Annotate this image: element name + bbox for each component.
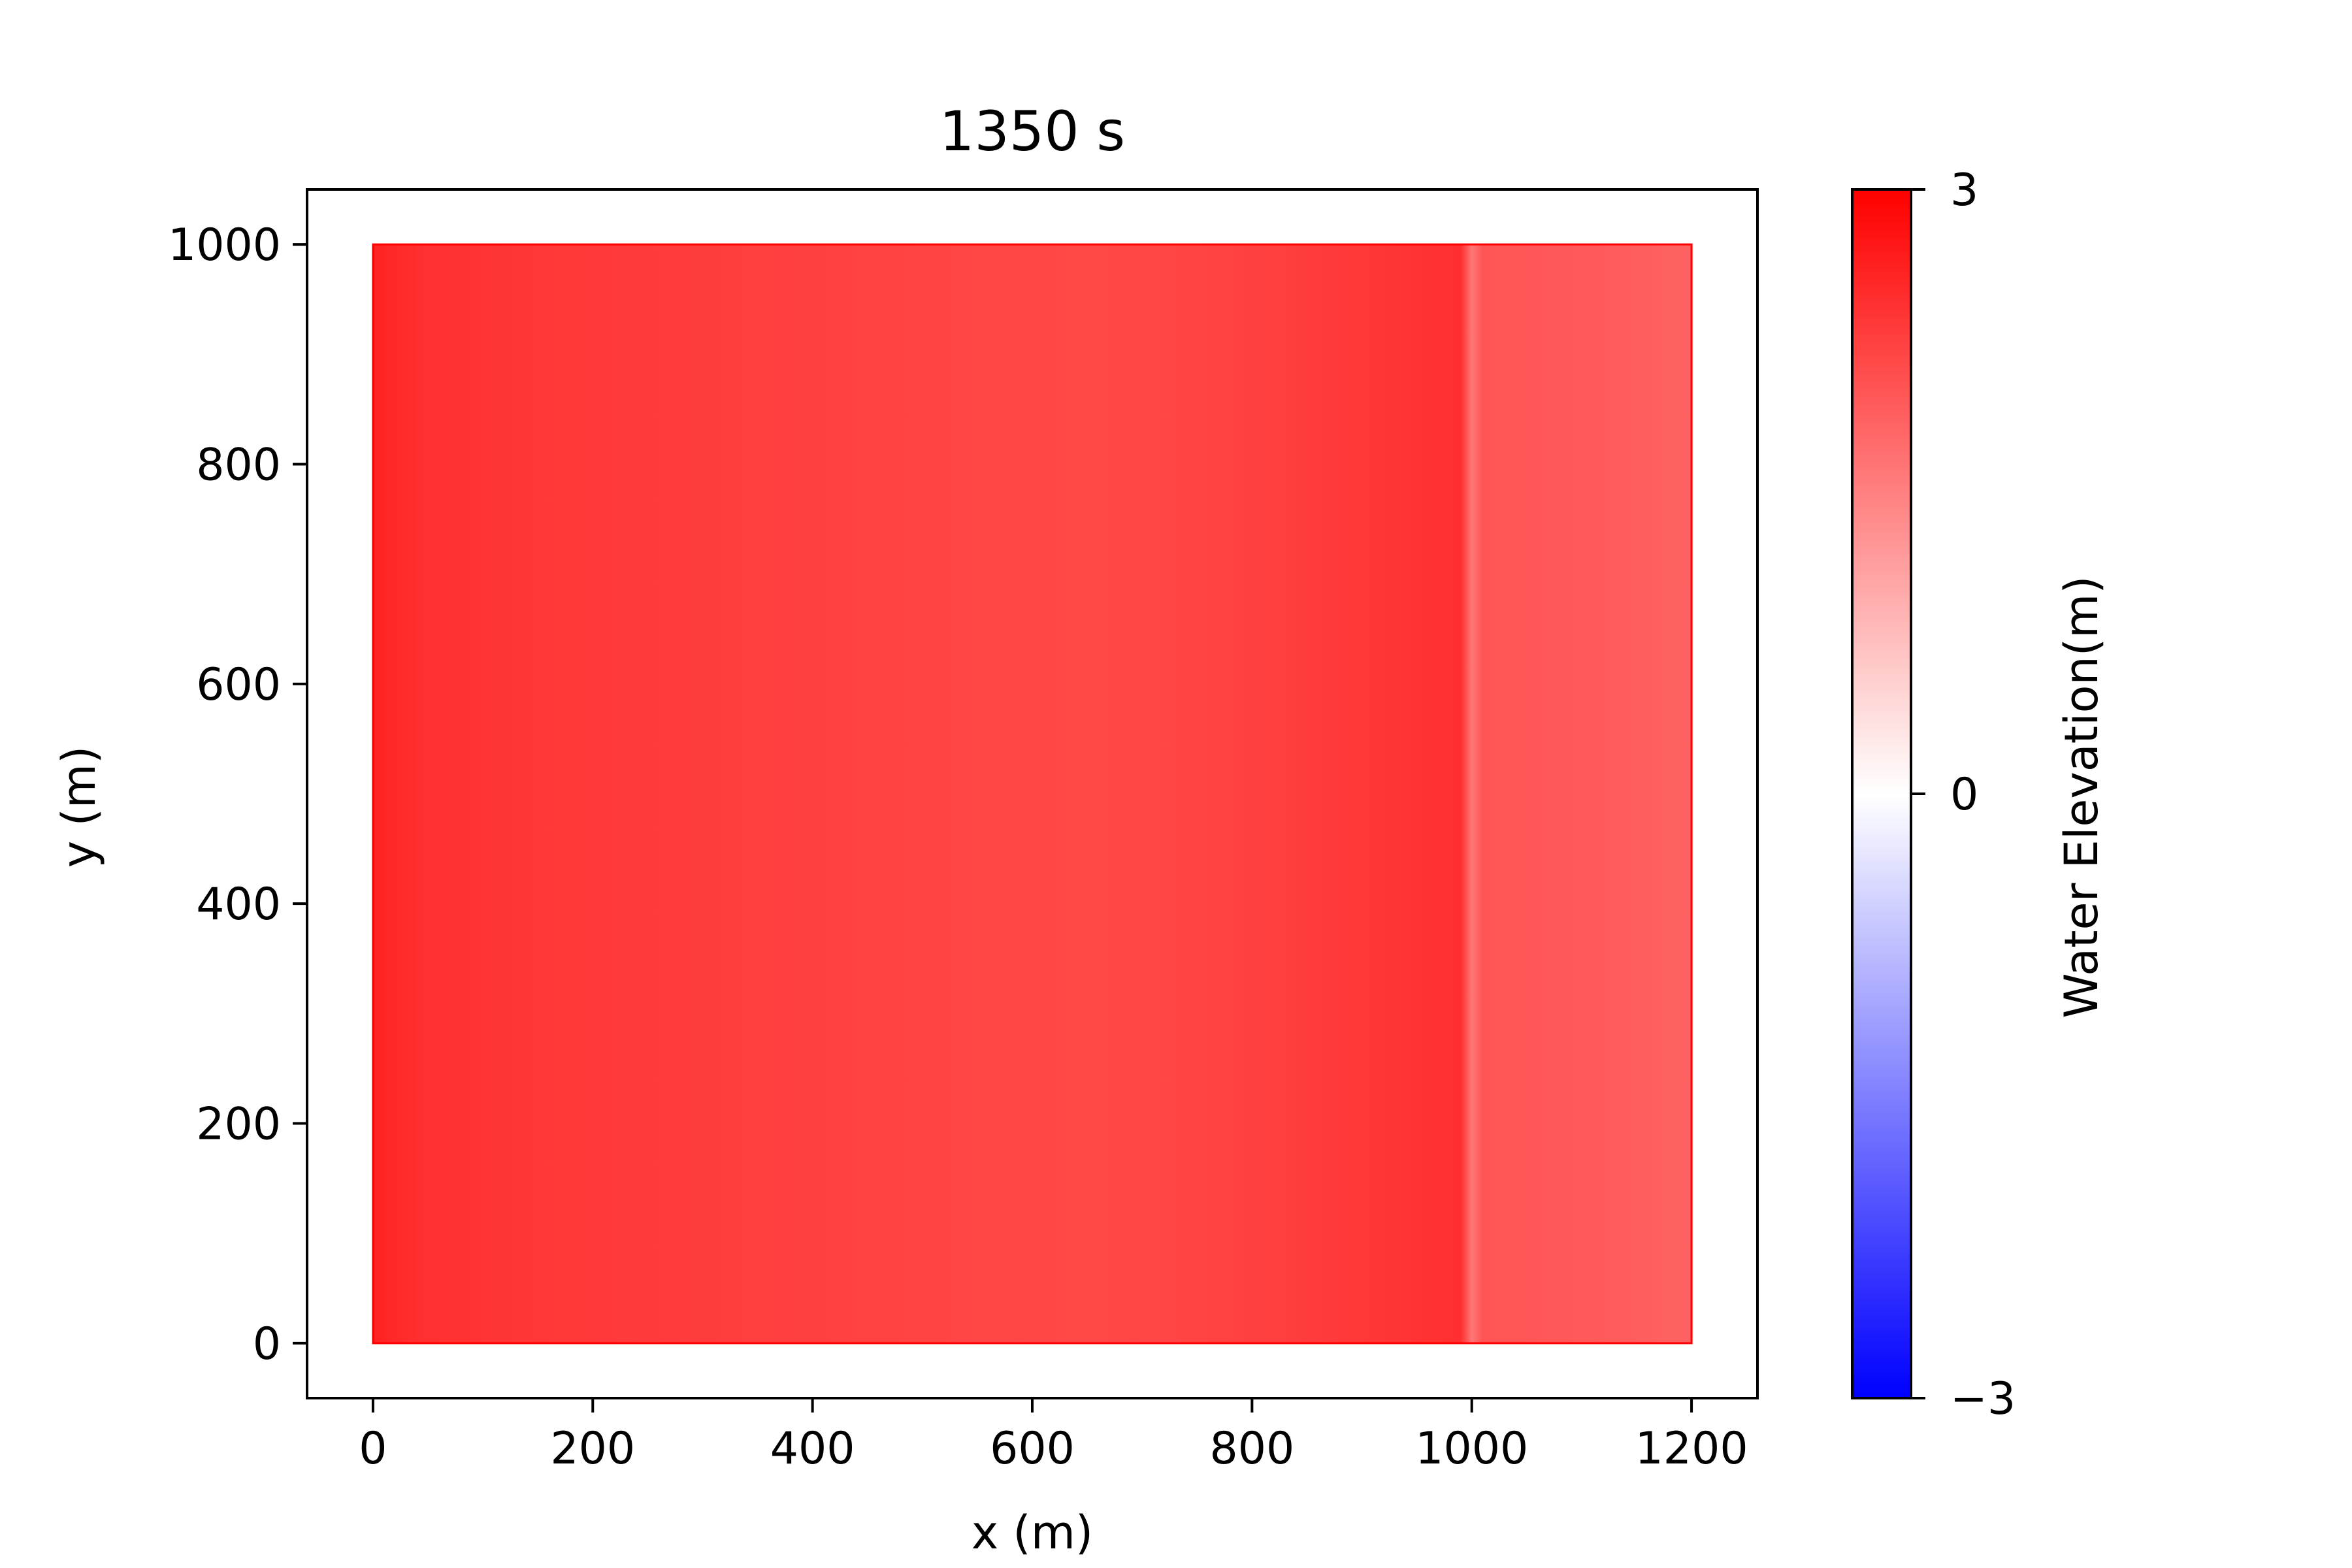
x-tick-label: 200 — [550, 1423, 635, 1475]
x-tick-label: 0 — [359, 1423, 387, 1475]
y-tick-label: 400 — [196, 879, 281, 930]
colorbar-tick-label: 0 — [1950, 769, 1978, 821]
y-tick-label: 1000 — [168, 220, 281, 271]
colorbar-ticks: 3 0 −3 — [1911, 165, 2016, 1425]
chart-title: 1350 s — [939, 99, 1125, 163]
y-tick-label: 600 — [196, 659, 281, 711]
colorbar-tick-label: 3 — [1950, 165, 1978, 216]
y-axis-label: y (m) — [52, 746, 106, 868]
x-tick-label: 600 — [990, 1423, 1075, 1475]
colorbar: 3 0 −3 — [1851, 165, 2016, 1425]
x-tick-label: 1000 — [1415, 1423, 1528, 1475]
y-tick-label: 0 — [253, 1318, 281, 1370]
x-tick-label: 400 — [770, 1423, 855, 1475]
x-tick-label: 1200 — [1635, 1423, 1748, 1475]
y-tick-label: 200 — [196, 1099, 281, 1151]
y-axis-ticks: 0 200 400 600 800 1000 — [168, 220, 307, 1370]
plot-area: 0 200 400 600 800 1000 1200 0 200 400 600 800 1000 — [168, 188, 1759, 1475]
colorbar-tick-label: −3 — [1950, 1373, 2016, 1425]
water-elevation-field — [372, 243, 1693, 1345]
x-axis-label: x (m) — [972, 1506, 1093, 1560]
x-axis-ticks: 0 200 400 600 800 1000 1200 — [359, 1398, 1748, 1475]
y-tick-label: 800 — [196, 439, 281, 491]
colorbar-label: Water Elevation(m) — [2055, 576, 2108, 1018]
x-tick-label: 800 — [1209, 1423, 1294, 1475]
colorbar-scale — [1851, 188, 1912, 1399]
